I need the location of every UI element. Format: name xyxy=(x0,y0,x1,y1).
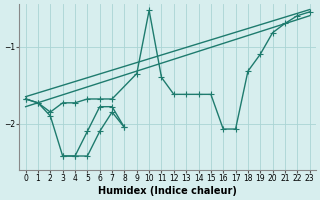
X-axis label: Humidex (Indice chaleur): Humidex (Indice chaleur) xyxy=(98,186,237,196)
